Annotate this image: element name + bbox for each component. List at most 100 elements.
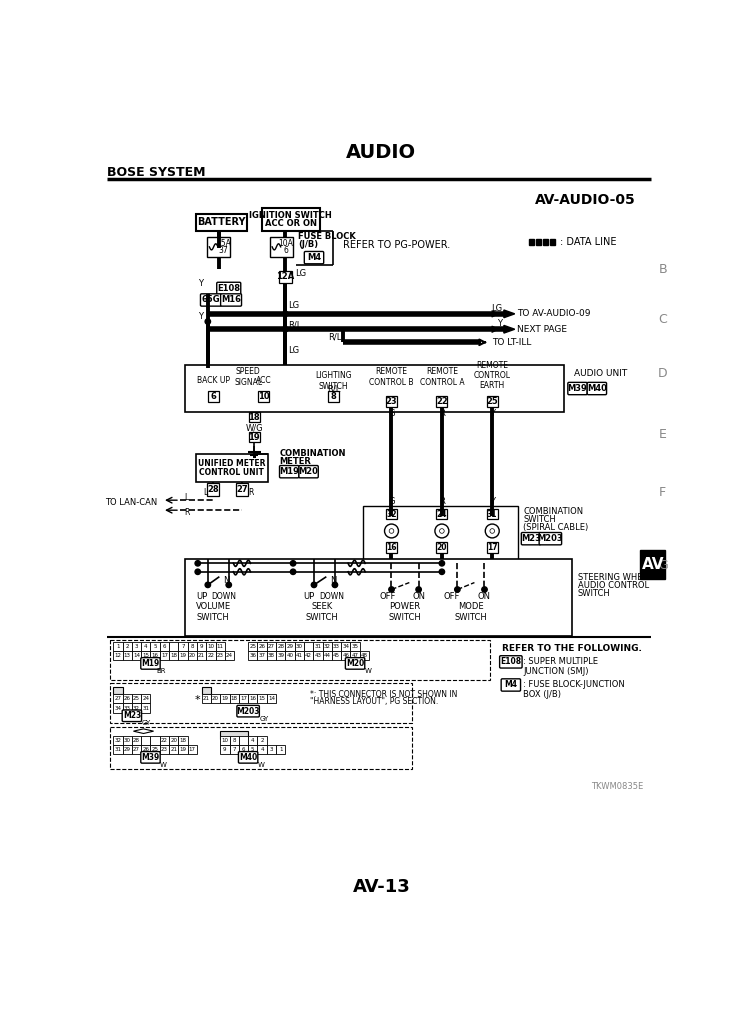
Text: STEERING WHEEL: STEERING WHEEL: [577, 573, 652, 583]
Text: 5: 5: [251, 748, 255, 753]
Bar: [202, 694, 211, 703]
Bar: [225, 651, 234, 660]
Text: (SPIRAL CABLE): (SPIRAL CABLE): [523, 522, 589, 531]
Polygon shape: [504, 310, 515, 317]
Circle shape: [195, 569, 200, 574]
Text: 65G: 65G: [202, 296, 221, 304]
Text: 25: 25: [250, 644, 256, 649]
Bar: [529, 240, 534, 246]
Bar: [294, 642, 304, 651]
Bar: [113, 736, 123, 745]
Text: 25: 25: [152, 748, 159, 753]
Text: M40: M40: [239, 753, 257, 762]
Text: REMOTE
CONTROL B: REMOTE CONTROL B: [370, 368, 413, 387]
Text: 45: 45: [333, 653, 340, 658]
Text: M203: M203: [538, 535, 563, 543]
Bar: [206, 651, 215, 660]
Bar: [221, 731, 248, 738]
Text: 11: 11: [217, 644, 224, 649]
Bar: [185, 559, 572, 636]
Text: 27: 27: [236, 485, 248, 494]
Text: : FUSE BLOCK-JUNCTION: : FUSE BLOCK-JUNCTION: [523, 681, 625, 689]
Text: 40: 40: [287, 653, 294, 658]
Text: COMBINATION: COMBINATION: [523, 507, 583, 516]
Bar: [239, 745, 248, 755]
Bar: [437, 509, 447, 519]
Bar: [267, 642, 276, 651]
Text: BACK UP: BACK UP: [197, 377, 229, 385]
Bar: [536, 240, 541, 246]
Text: OFF: OFF: [444, 592, 460, 601]
Text: LG: LG: [288, 345, 299, 354]
Text: TKWM0835E: TKWM0835E: [591, 782, 644, 792]
FancyBboxPatch shape: [217, 283, 241, 295]
Text: GY: GY: [141, 721, 150, 726]
Text: BOSE SYSTEM: BOSE SYSTEM: [107, 167, 206, 179]
Circle shape: [282, 327, 288, 332]
Text: SWITCH: SWITCH: [523, 515, 556, 524]
Bar: [141, 642, 150, 651]
Text: W: W: [364, 668, 371, 674]
Text: LG: LG: [294, 269, 305, 279]
Text: M39: M39: [568, 384, 587, 393]
Text: M19: M19: [279, 467, 299, 476]
Bar: [110, 727, 413, 769]
Bar: [132, 642, 141, 651]
Bar: [110, 640, 490, 680]
Text: E: E: [659, 428, 667, 441]
Bar: [259, 391, 269, 401]
Bar: [221, 694, 229, 703]
Text: B: B: [659, 263, 667, 275]
Text: 20: 20: [188, 653, 196, 658]
Text: Y: Y: [197, 279, 203, 288]
Text: BOX (J/B): BOX (J/B): [523, 690, 561, 698]
Bar: [248, 745, 258, 755]
Bar: [150, 651, 159, 660]
Text: 28: 28: [207, 485, 219, 494]
Text: AUDIO: AUDIO: [346, 142, 416, 162]
Text: G: G: [388, 410, 395, 419]
Text: R: R: [439, 410, 445, 419]
FancyBboxPatch shape: [346, 657, 365, 670]
Bar: [267, 745, 276, 755]
Text: 26: 26: [259, 644, 265, 649]
Bar: [178, 651, 188, 660]
Text: 33: 33: [124, 706, 130, 711]
Circle shape: [291, 560, 296, 566]
Bar: [202, 686, 211, 694]
Text: 32: 32: [115, 738, 121, 743]
Bar: [169, 651, 178, 660]
FancyBboxPatch shape: [500, 655, 522, 668]
Circle shape: [440, 528, 444, 534]
Text: AV-AUDIO-05: AV-AUDIO-05: [535, 193, 635, 207]
Text: 21: 21: [170, 748, 177, 753]
Text: 27: 27: [268, 644, 275, 649]
Polygon shape: [133, 729, 153, 733]
FancyBboxPatch shape: [238, 752, 258, 763]
Text: AV: AV: [641, 557, 664, 572]
Text: 37: 37: [218, 246, 228, 255]
Text: UP: UP: [303, 592, 314, 601]
Bar: [304, 651, 313, 660]
Text: 18: 18: [180, 738, 186, 743]
Text: W/G: W/G: [246, 423, 263, 432]
Text: 2: 2: [125, 644, 129, 649]
Text: 41: 41: [296, 653, 302, 658]
Text: SPEED
SIGNAL: SPEED SIGNAL: [234, 368, 262, 387]
Circle shape: [384, 524, 399, 538]
Text: 36: 36: [250, 653, 256, 658]
Text: 10: 10: [207, 644, 215, 649]
Text: 3: 3: [135, 644, 139, 649]
Text: UNIFIED METER: UNIFIED METER: [198, 459, 266, 468]
Text: LG: LG: [288, 301, 299, 310]
Text: POWER
SWITCH: POWER SWITCH: [388, 602, 421, 622]
FancyBboxPatch shape: [200, 294, 221, 306]
Bar: [550, 240, 555, 246]
Text: AV-13: AV-13: [352, 879, 410, 896]
Text: BR: BR: [156, 668, 166, 674]
Bar: [159, 736, 169, 745]
Text: L: L: [185, 494, 188, 503]
Text: 21: 21: [203, 696, 210, 701]
Bar: [159, 745, 169, 755]
Bar: [196, 454, 267, 481]
